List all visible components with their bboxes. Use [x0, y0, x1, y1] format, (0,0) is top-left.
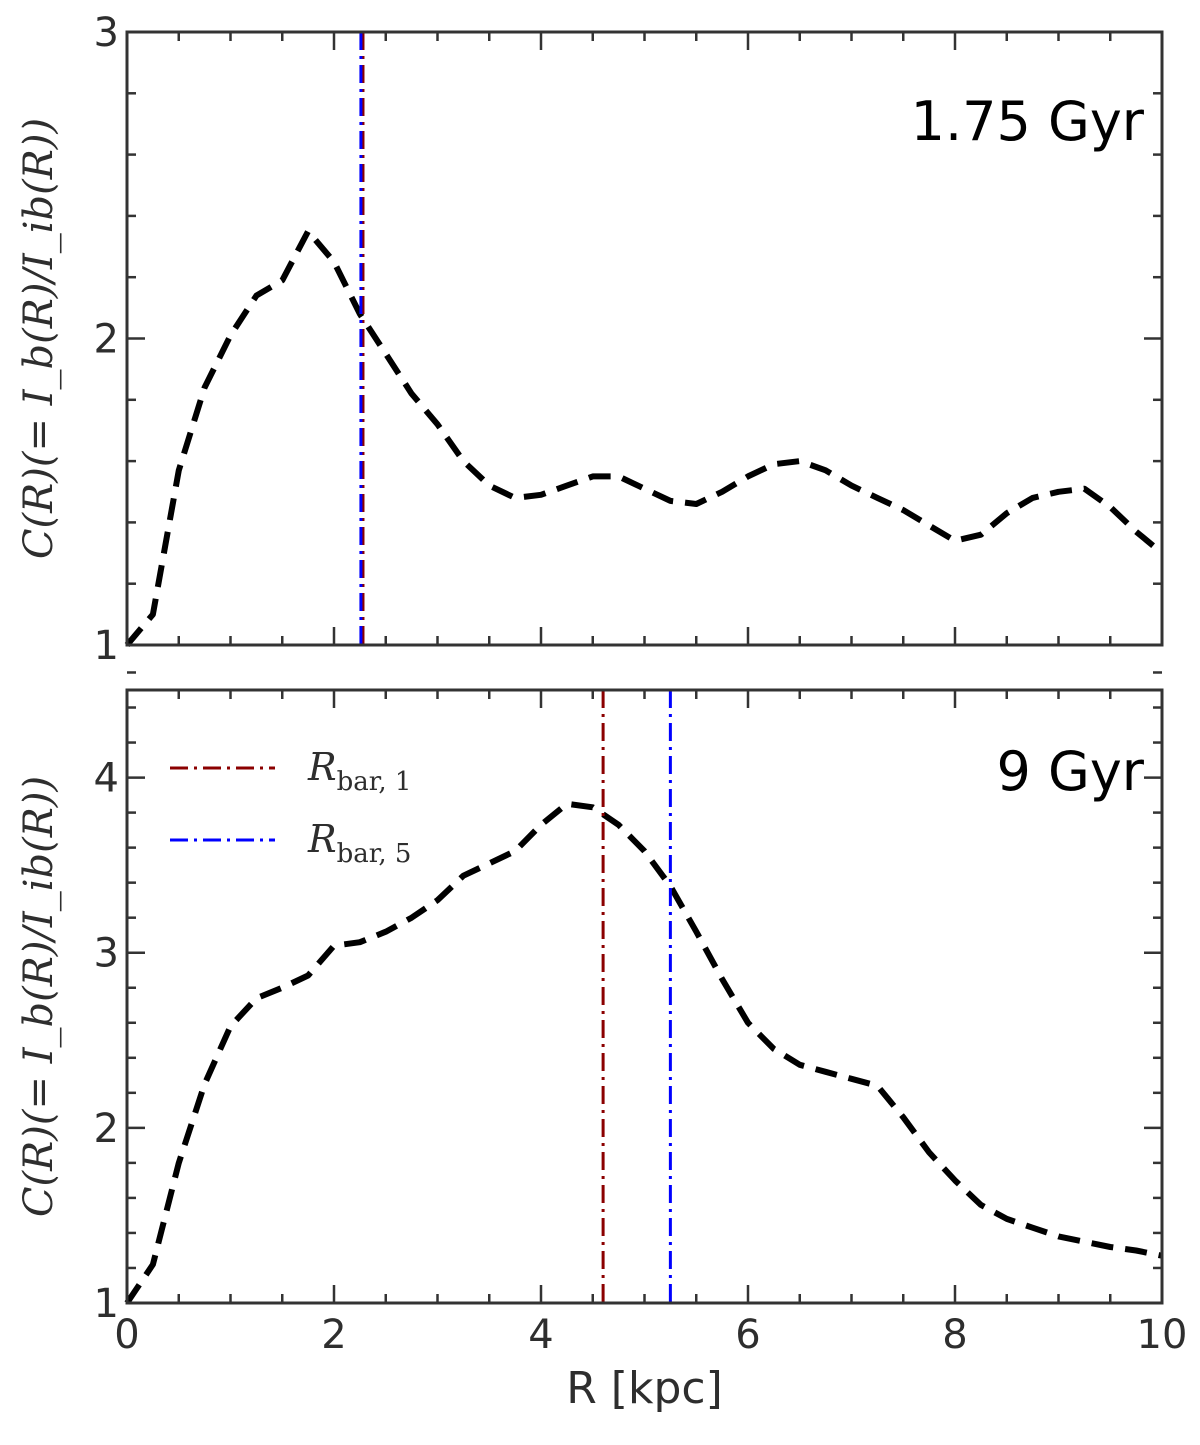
top-panel-frame: [125, 30, 1164, 647]
legend-label-r-bar-5-sub: bar, 5: [337, 839, 412, 869]
legend: Rbar, 1 Rbar, 5: [170, 745, 411, 869]
bottom-panel-y-axis-label: C(R)(= I_b(R)/I_ib(R)): [16, 776, 62, 1217]
bottom-panel-y-tick-labels: 1 2 3 4: [94, 756, 119, 1327]
bottom-panel-x-tick-label: 4: [528, 1312, 553, 1358]
bottom-panel-y-tick-label: 2: [94, 1106, 119, 1152]
top-panel-y-tick-label: 3: [94, 10, 119, 56]
top-panel-y-tick-label: 2: [94, 317, 119, 363]
bottom-panel-x-tick-label: 2: [321, 1312, 346, 1358]
bottom-panel-y-tick-label: 1: [94, 1281, 119, 1327]
top-panel-time-label: 1.75 Gyr: [911, 90, 1145, 153]
top-panel-curve-group: [124, 228, 1164, 647]
legend-label-r-bar-5-base: R: [307, 817, 337, 861]
legend-label-r-bar-5: Rbar, 5: [307, 817, 411, 869]
bottom-panel-x-tick-label: 0: [114, 1312, 139, 1358]
legend-label-r-bar-1-base: R: [307, 745, 337, 789]
top-panel-y-tick-label: 1: [94, 623, 119, 669]
bottom-panel-data-curve: [124, 800, 1163, 1305]
bottom-panel-frame: [125, 688, 1164, 1305]
bottom-panel-y-tick-label: 4: [94, 756, 119, 802]
x-axis-label: R [kpc]: [566, 1363, 723, 1414]
bottom-panel-x-tick-label: 8: [942, 1312, 967, 1358]
top-panel-data-curve: [124, 228, 1164, 647]
bottom-panel-y-tick-label: 3: [94, 931, 119, 977]
legend-label-r-bar-1: Rbar, 1: [307, 745, 411, 797]
bottom-panel-vlines: [601, 690, 672, 1303]
panel-top: 1.75 Gyr C(R)(= I_b(R)/I_ib(R)) 1 2 3: [16, 10, 1164, 669]
bottom-panel-time-label: 9 Gyr: [996, 740, 1144, 803]
top-panel-y-axis-label: C(R)(= I_b(R)/I_ib(R)): [16, 118, 62, 559]
bottom-panel-curve-group: [124, 800, 1163, 1305]
top-panel-vlines: [359, 32, 365, 645]
bottom-panel-x-tick-labels: 0 2 4 6 8 10: [114, 1312, 1187, 1358]
top-panel-y-tick-labels: 1 2 3: [94, 10, 119, 669]
bottom-panel-x-tick-label: 10: [1137, 1312, 1188, 1358]
panel-bottom: 9 Gyr C(R)(= I_b(R)/I_ib(R)) 1 2 3 4 0 2 4 6 8 1…: [16, 671, 1187, 1414]
legend-label-r-bar-1-sub: bar, 1: [337, 767, 412, 797]
bottom-panel-x-tick-label: 6: [735, 1312, 760, 1358]
